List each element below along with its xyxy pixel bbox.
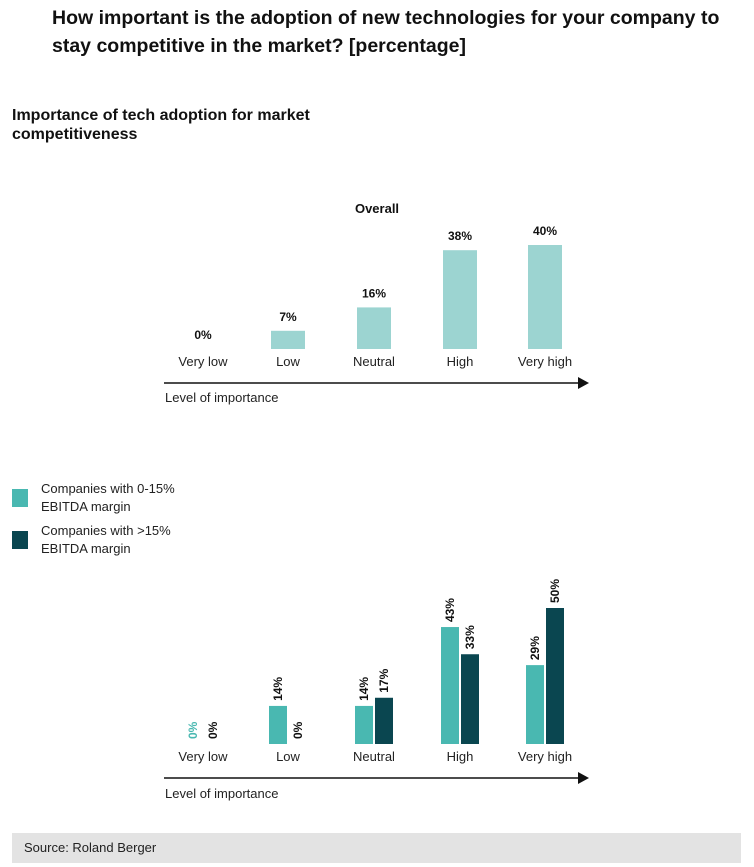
legend-label-high-margin: Companies with >15% EBITDA margin xyxy=(41,523,171,556)
x-axis-arrow xyxy=(578,772,589,784)
data-label-low-margin-very-high: 29% xyxy=(528,636,542,660)
tick-label-very-high: Very high xyxy=(518,354,572,369)
data-label-low-margin-low: 14% xyxy=(271,677,285,701)
bar-high-margin-neutral xyxy=(375,697,393,744)
tick-label-very-low: Very low xyxy=(178,749,228,764)
overall-chart: Overall 0% Very low 7% Low 16% Neutral 38% High 4… xyxy=(164,201,589,405)
data-label-very-high: 40% xyxy=(533,224,557,238)
tick-label-neutral: Neutral xyxy=(353,354,395,369)
source-footer: Source: Roland Berger xyxy=(12,833,741,863)
legend-item-high-margin: Companies with >15% EBITDA margin xyxy=(12,522,211,558)
margin-comparison-chart: 0% 0% Very low 14% 0% Low 14% 17% Neutral 43% 33% H… xyxy=(164,579,589,801)
tick-label-low: Low xyxy=(276,354,300,369)
tick-label-high: High xyxy=(447,354,474,369)
bar-low-margin-neutral xyxy=(355,705,373,744)
data-label-high-margin-high: 33% xyxy=(463,625,477,649)
source-text: Source: Roland Berger xyxy=(24,840,157,855)
data-label-low: 7% xyxy=(279,310,297,324)
bar-low-margin-low xyxy=(269,705,287,744)
bar-high-margin-very-high xyxy=(546,608,564,744)
bar-very-high xyxy=(528,245,562,349)
data-label-very-low: 0% xyxy=(194,328,212,342)
x-axis-arrow xyxy=(578,377,589,389)
data-label-high-margin-low: 0% xyxy=(291,721,305,739)
legend-swatch-high-margin xyxy=(12,531,28,549)
legend: Companies with 0-15% EBITDA margin Compa… xyxy=(12,480,211,564)
bar-low xyxy=(271,330,305,349)
x-axis-label: Level of importance xyxy=(165,390,278,405)
bar-low-margin-high xyxy=(441,627,459,744)
data-label-high-margin-neutral: 17% xyxy=(377,668,391,692)
bar-high-margin-high xyxy=(461,654,479,744)
data-label-neutral: 16% xyxy=(362,286,386,300)
bar-low-margin-very-high xyxy=(526,665,544,744)
tick-label-low: Low xyxy=(276,749,300,764)
tick-label-very-low: Very low xyxy=(178,354,228,369)
data-label-high-margin-very-low: 0% xyxy=(206,721,220,739)
chart-title: Overall xyxy=(355,201,399,216)
bar-neutral xyxy=(357,307,391,349)
data-label-low-margin-neutral: 14% xyxy=(357,677,371,701)
legend-swatch-low-margin xyxy=(12,489,28,507)
legend-label-low-margin: Companies with 0-15% EBITDA margin xyxy=(41,481,175,514)
chart-subtitle: Importance of tech adoption for market c… xyxy=(12,107,310,143)
data-label-low-margin-very-low: 0% xyxy=(186,721,200,739)
tick-label-very-high: Very high xyxy=(518,749,572,764)
legend-item-low-margin: Companies with 0-15% EBITDA margin xyxy=(12,480,211,516)
bar-high xyxy=(443,250,477,349)
data-label-high-margin-very-high: 50% xyxy=(548,579,562,603)
tick-label-high: High xyxy=(447,749,474,764)
tick-label-neutral: Neutral xyxy=(353,749,395,764)
data-label-high: 38% xyxy=(448,229,472,243)
page-title: How important is the adoption of new tec… xyxy=(52,7,720,57)
x-axis-label: Level of importance xyxy=(165,786,278,801)
data-label-low-margin-high: 43% xyxy=(443,598,457,622)
